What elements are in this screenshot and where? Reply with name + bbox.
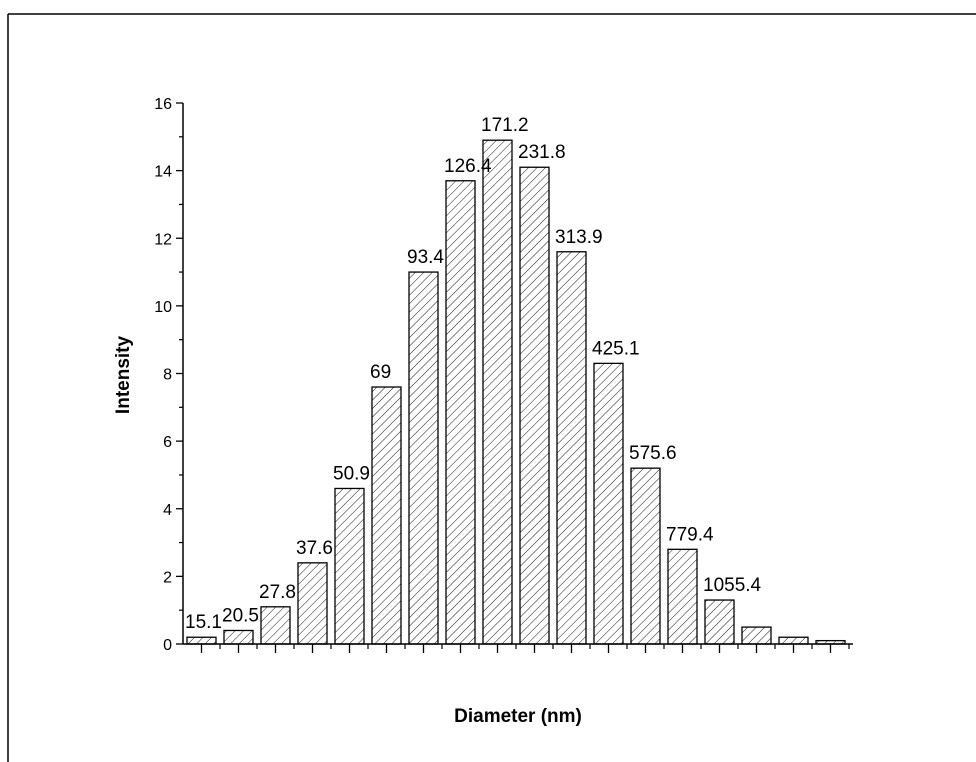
bar xyxy=(667,548,698,645)
bar xyxy=(519,166,550,645)
bar xyxy=(260,606,291,645)
y-axis-label: Intensity xyxy=(113,336,134,415)
data-label: 313.9 xyxy=(555,227,603,248)
bar xyxy=(556,251,587,645)
y-tick-label: 2 xyxy=(163,569,172,586)
data-label: 575.6 xyxy=(629,443,677,464)
bars-group xyxy=(186,139,846,645)
y-tick-label: 6 xyxy=(163,434,172,451)
data-labels-group: 15.1 20.527.8 37.6 50.9 69 93.4 126.4 171.2 231.… xyxy=(185,115,762,633)
data-label: 15.1 xyxy=(185,612,222,633)
bar xyxy=(741,626,772,645)
data-label: 93.4 xyxy=(407,247,444,268)
bar xyxy=(223,629,254,645)
y-tick-label: 16 xyxy=(154,96,172,113)
axes-group: 0 2 4 6 8 10 12 14 16 xyxy=(154,96,853,654)
y-tick-label: 0 xyxy=(163,637,172,654)
bar xyxy=(778,636,809,645)
bar xyxy=(371,386,402,645)
y-tick-label: 8 xyxy=(163,367,172,384)
data-label: 171.2 xyxy=(481,115,529,136)
y-tick-label: 12 xyxy=(154,231,172,248)
bar xyxy=(334,487,365,645)
data-label: 20.5 xyxy=(222,605,259,626)
data-label: 69 xyxy=(370,362,391,383)
y-tick-label: 10 xyxy=(154,299,172,316)
bar xyxy=(593,362,624,645)
bar xyxy=(482,139,513,645)
bar xyxy=(630,467,661,645)
bar xyxy=(704,599,735,645)
y-tick-label: 14 xyxy=(154,164,172,181)
data-label: 27.8 xyxy=(259,582,296,603)
bar xyxy=(186,636,217,645)
y-tick-label: 4 xyxy=(163,502,172,519)
bar xyxy=(297,562,328,645)
data-label: 779.4 xyxy=(666,524,714,545)
data-label: 231.8 xyxy=(518,142,566,163)
data-label: 1055.4 xyxy=(703,575,762,596)
bar xyxy=(408,271,439,645)
data-label: 50.9 xyxy=(333,463,370,484)
data-label: 37.6 xyxy=(296,538,333,559)
data-label: 425.1 xyxy=(592,338,640,359)
bar xyxy=(445,180,476,645)
x-axis-label: Diameter (nm) xyxy=(454,706,582,727)
data-label: 126.4 xyxy=(444,156,492,177)
